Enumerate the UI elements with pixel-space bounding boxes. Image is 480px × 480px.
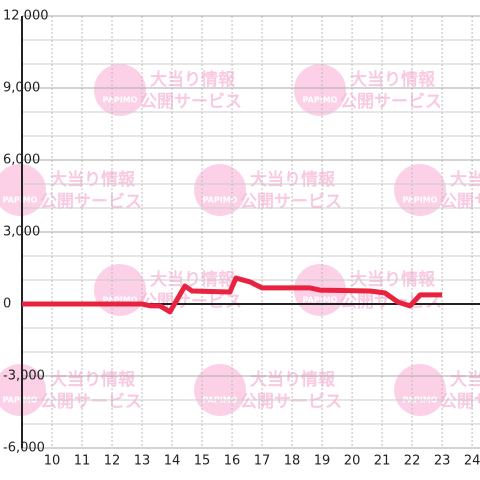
- x-tick-label: 11: [74, 454, 91, 469]
- watermark-text: 大当り情報: [350, 69, 436, 90]
- watermark-logo-text: PAPIMO: [403, 196, 438, 205]
- y-tick-label: -6,000: [3, 441, 45, 456]
- watermark-text: 大当り情報: [150, 69, 236, 90]
- x-tick-label: 15: [194, 454, 211, 469]
- x-tick-label: 20: [344, 454, 361, 469]
- watermark-logo: [94, 264, 146, 316]
- y-tick-label: 12,000: [3, 9, 49, 24]
- x-tick-label: 19: [314, 454, 331, 469]
- watermark-logo-text: PAPIMO: [103, 296, 138, 305]
- watermark-logo-text: PAPIMO: [103, 96, 138, 105]
- watermark-logo: [394, 164, 446, 216]
- watermark-logo-text: PAPIMO: [303, 296, 338, 305]
- watermark-logo: [394, 364, 446, 416]
- watermark-text: 公開サービス: [440, 192, 480, 212]
- watermark-logo-text: PAPIMO: [303, 96, 338, 105]
- watermark-text: 公開サービス: [240, 392, 342, 412]
- watermark-text: 公開サービス: [40, 392, 142, 412]
- x-tick-label: 18: [284, 454, 301, 469]
- watermark-text: 大当り情報: [450, 169, 480, 190]
- x-tick-label: 17: [254, 454, 271, 469]
- watermark-text: 公開サービス: [440, 392, 480, 412]
- watermark-logo-text: PAPIMO: [3, 196, 38, 205]
- watermark-text: 大当り情報: [450, 369, 480, 390]
- watermark-text: 大当り情報: [50, 169, 136, 190]
- y-tick-label: -3,000: [3, 369, 45, 384]
- watermark-logo-text: PAPIMO: [203, 196, 238, 205]
- watermark-logo-text: PAPIMO: [3, 396, 38, 405]
- watermark-text: 公開サービス: [40, 192, 142, 212]
- x-tick-label: 12: [104, 454, 121, 469]
- x-tick-label: 16: [224, 454, 241, 469]
- watermark-text: 公開サービス: [140, 292, 242, 312]
- watermark-text: 公開サービス: [140, 92, 242, 112]
- watermark-logo: [94, 64, 146, 116]
- watermark-logo: [194, 164, 246, 216]
- watermark-text: 大当り情報: [50, 369, 136, 390]
- watermark-logo: [194, 364, 246, 416]
- x-tick-label: 22: [404, 454, 421, 469]
- x-tick-label: 14: [164, 454, 181, 469]
- x-tick-label: 24: [464, 454, 480, 469]
- y-tick-label: 0: [3, 297, 11, 312]
- x-tick-label: 23: [434, 454, 451, 469]
- x-tick-label: 13: [134, 454, 151, 469]
- x-tick-label: 21: [374, 454, 391, 469]
- watermark-text: 大当り情報: [250, 169, 336, 190]
- watermark-text: 公開サービス: [340, 92, 442, 112]
- watermark-text: 大当り情報: [250, 369, 336, 390]
- data-line: [22, 275, 443, 315]
- x-tick-label: 10: [44, 454, 61, 469]
- watermark-text: 公開サービス: [240, 192, 342, 212]
- watermark-logo: [294, 64, 346, 116]
